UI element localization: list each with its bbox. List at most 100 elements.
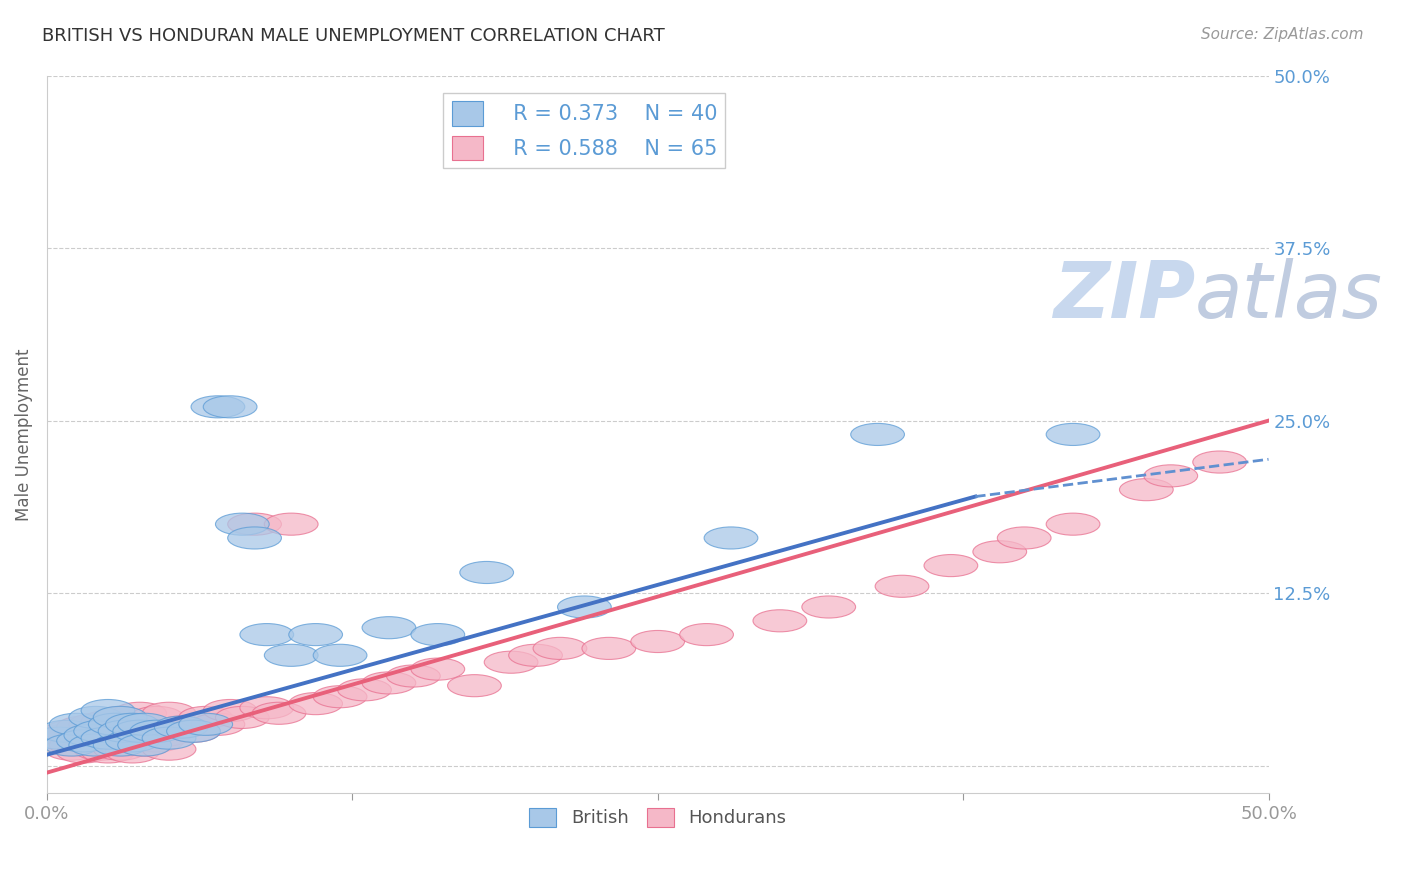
Ellipse shape [118, 714, 172, 735]
Ellipse shape [851, 424, 904, 445]
Ellipse shape [460, 561, 513, 583]
Ellipse shape [679, 624, 734, 646]
Ellipse shape [56, 730, 111, 752]
Ellipse shape [73, 720, 128, 742]
Ellipse shape [363, 672, 416, 694]
Ellipse shape [122, 720, 176, 742]
Ellipse shape [240, 624, 294, 646]
Ellipse shape [142, 702, 195, 724]
Ellipse shape [82, 727, 135, 749]
Ellipse shape [49, 734, 103, 756]
Ellipse shape [138, 724, 191, 747]
Ellipse shape [98, 734, 152, 756]
Ellipse shape [314, 686, 367, 707]
Ellipse shape [924, 555, 977, 576]
Ellipse shape [215, 513, 269, 535]
Ellipse shape [215, 706, 269, 729]
Ellipse shape [314, 644, 367, 666]
Ellipse shape [93, 706, 148, 729]
Ellipse shape [155, 716, 208, 739]
Ellipse shape [1144, 465, 1198, 487]
Ellipse shape [288, 692, 343, 714]
Ellipse shape [69, 706, 122, 729]
Ellipse shape [49, 714, 103, 735]
Ellipse shape [32, 730, 86, 752]
Ellipse shape [105, 711, 159, 732]
Ellipse shape [411, 658, 464, 681]
Ellipse shape [704, 527, 758, 549]
Text: BRITISH VS HONDURAN MALE UNEMPLOYMENT CORRELATION CHART: BRITISH VS HONDURAN MALE UNEMPLOYMENT CO… [42, 27, 665, 45]
Ellipse shape [105, 714, 159, 735]
Ellipse shape [179, 706, 232, 729]
Legend: British, Hondurans: British, Hondurans [522, 801, 793, 835]
Ellipse shape [875, 575, 929, 598]
Ellipse shape [118, 734, 172, 756]
Ellipse shape [98, 720, 152, 742]
Ellipse shape [1119, 479, 1173, 500]
Ellipse shape [32, 727, 86, 749]
Ellipse shape [801, 596, 856, 618]
Ellipse shape [45, 739, 98, 760]
Ellipse shape [631, 631, 685, 653]
Ellipse shape [65, 724, 118, 747]
Ellipse shape [56, 741, 111, 763]
Ellipse shape [73, 739, 128, 760]
Ellipse shape [69, 714, 122, 735]
Ellipse shape [69, 734, 122, 756]
Ellipse shape [129, 730, 184, 752]
Ellipse shape [363, 616, 416, 639]
Ellipse shape [155, 716, 208, 739]
Ellipse shape [228, 527, 281, 549]
Text: ZIP: ZIP [1053, 259, 1195, 334]
Ellipse shape [264, 513, 318, 535]
Ellipse shape [533, 638, 586, 659]
Ellipse shape [39, 720, 93, 742]
Ellipse shape [93, 706, 148, 729]
Ellipse shape [56, 716, 111, 739]
Ellipse shape [973, 541, 1026, 563]
Ellipse shape [204, 396, 257, 417]
Ellipse shape [337, 679, 391, 701]
Ellipse shape [179, 714, 232, 735]
Ellipse shape [997, 527, 1052, 549]
Ellipse shape [1046, 424, 1099, 445]
Ellipse shape [39, 724, 93, 747]
Ellipse shape [118, 714, 172, 735]
Ellipse shape [112, 720, 166, 742]
Ellipse shape [82, 699, 135, 722]
Ellipse shape [142, 739, 195, 760]
Ellipse shape [754, 610, 807, 632]
Text: Source: ZipAtlas.com: Source: ZipAtlas.com [1201, 27, 1364, 42]
Ellipse shape [484, 651, 538, 673]
Ellipse shape [191, 396, 245, 417]
Ellipse shape [112, 727, 166, 749]
Ellipse shape [93, 734, 148, 756]
Ellipse shape [387, 665, 440, 687]
Ellipse shape [89, 714, 142, 735]
Ellipse shape [112, 702, 166, 724]
Ellipse shape [1192, 451, 1247, 473]
Ellipse shape [45, 720, 98, 742]
Ellipse shape [105, 730, 159, 752]
Ellipse shape [118, 734, 172, 756]
Ellipse shape [45, 734, 98, 756]
Ellipse shape [89, 716, 142, 739]
Ellipse shape [240, 697, 294, 719]
Ellipse shape [582, 638, 636, 659]
Ellipse shape [73, 720, 128, 742]
Ellipse shape [93, 739, 148, 760]
Ellipse shape [105, 741, 159, 763]
Ellipse shape [558, 596, 612, 618]
Ellipse shape [288, 624, 343, 646]
Ellipse shape [411, 624, 464, 646]
Ellipse shape [191, 714, 245, 735]
Ellipse shape [447, 674, 502, 697]
Ellipse shape [166, 720, 221, 742]
Ellipse shape [82, 741, 135, 763]
Text: atlas: atlas [1195, 259, 1384, 334]
Ellipse shape [1046, 513, 1099, 535]
Ellipse shape [69, 734, 122, 756]
Ellipse shape [264, 644, 318, 666]
Ellipse shape [89, 730, 142, 752]
Ellipse shape [98, 716, 152, 739]
